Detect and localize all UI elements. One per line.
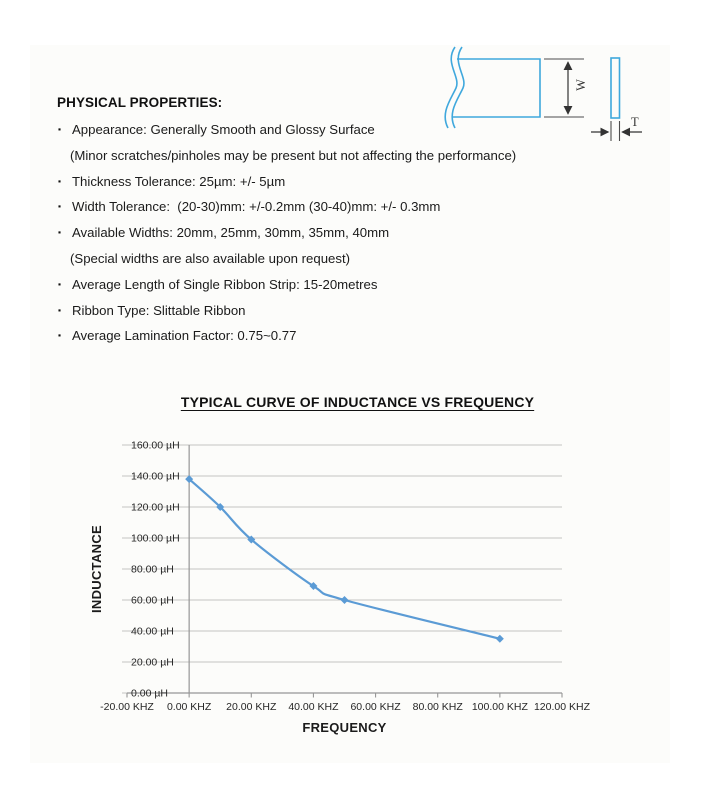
property-item-continuation: (Minor scratches/pinholes may be present… [58,143,643,169]
square-bullet-icon: ▪ [58,175,62,186]
data-point-marker [247,535,256,544]
property-text: Width Tolerance: (20-30)mm: +/-0.2mm (30… [72,199,441,215]
property-text: (Special widths are also available upon … [70,250,351,266]
property-text: Ribbon Type: Slittable Ribbon [72,302,246,318]
property-item: ▪ Average Length of Single Ribbon Strip: … [58,272,643,298]
thickness-dimension-label: T [631,115,639,129]
chart-area: -20.00 KHZ 0.00 KHZ 20.00 KHZ 40.00 KHZ 60.0… [85,425,605,750]
y-tick-label: 120.00 µH [131,502,180,514]
chart-title: TYPICAL CURVE OF INDUCTANCE VS FREQUENCY [180,394,535,410]
property-text: Appearance: Generally Smooth and Glossy … [72,122,375,137]
square-bullet-icon: ▪ [58,304,62,315]
property-item-continuation: (Special widths are also available upon … [58,246,643,272]
gridlines [122,444,562,694]
physical-properties-list: ▪ Appearance: Generally Smooth and Glossy… [58,117,643,349]
square-bullet-icon: ▪ [58,201,62,212]
property-text: Thickness Tolerance: 25µm: +/- 5µm [72,173,286,189]
ribbon-front-outline [453,58,541,118]
x-tick-label: 0.00 KHZ [167,701,212,713]
x-tick-label: 100.00 KHZ [472,701,529,713]
x-tick-label: -20.00 KHZ [100,701,154,713]
x-tick-label: 60.00 KHZ [350,701,401,713]
break-wave-line [451,46,465,129]
y-tick-label: 40.00 µH [131,626,174,638]
property-item: ▪ Ribbon Type: Slittable Ribbon [58,298,643,324]
property-text: Average Length of Single Ribbon Strip: 1… [72,276,378,292]
width-dimension-label: W [574,79,588,91]
property-item: ▪ Appearance: Generally Smooth and Glossy… [58,117,643,143]
property-item: ▪ Average Lamination Factor: 0.75~0.77 [58,323,643,349]
square-bullet-icon: ▪ [58,330,62,341]
data-point-marker [309,582,318,591]
property-item: ▪ Width Tolerance: (20-30)mm: +/-0.2mm (3… [58,194,643,220]
property-text: Available Widths: 20mm, 25mm, 30mm, 35mm… [72,225,390,241]
x-axis-title: FREQUENCY [302,720,386,735]
square-bullet-icon: ▪ [58,278,62,289]
page-sheet [30,45,670,763]
y-axis-title: INDUCTANCE [89,525,104,613]
property-item: ▪ Available Widths: 20mm, 25mm, 30mm, 35m… [58,220,643,246]
square-bullet-icon: ▪ [58,227,62,238]
break-wave-line [444,46,458,129]
section-heading: PHYSICAL PROPERTIES: [57,95,223,110]
x-tick-label: 80.00 KHZ [413,701,464,713]
y-tick-label: 80.00 µH [131,564,174,576]
y-tick-label: 0.00 µH [131,688,168,700]
property-text: Average Lamination Factor: 0.75~0.77 [72,328,297,344]
inductance-vs-frequency-chart: -20.00 KHZ 0.00 KHZ 20.00 KHZ 40.00 KHZ 60.0… [89,440,591,736]
y-tick-label: 100.00 µH [131,533,180,545]
x-tick-label: 120.00 KHZ [534,701,591,713]
data-point-marker [340,596,349,604]
y-tick-label: 160.00 µH [131,440,180,452]
y-tick-label: 140.00 µH [131,471,180,483]
x-tick-label: 20.00 KHZ [226,701,277,713]
data-point-marker [495,634,504,643]
x-tick-label: 40.00 KHZ [288,701,339,713]
data-point-marker [185,475,194,484]
ribbon-side-outline [610,57,621,119]
ribbon-dimension-diagram: W T [444,46,642,141]
property-item: ▪ Thickness Tolerance: 25µm: +/- 5µm [58,169,643,195]
series-line [188,478,501,640]
property-text: (Minor scratches/pinholes may be present… [70,147,517,163]
y-tick-label: 60.00 µH [131,595,174,607]
square-bullet-icon: ▪ [58,124,62,134]
y-tick-label: 20.00 µH [131,657,174,669]
data-point-marker [216,503,225,511]
